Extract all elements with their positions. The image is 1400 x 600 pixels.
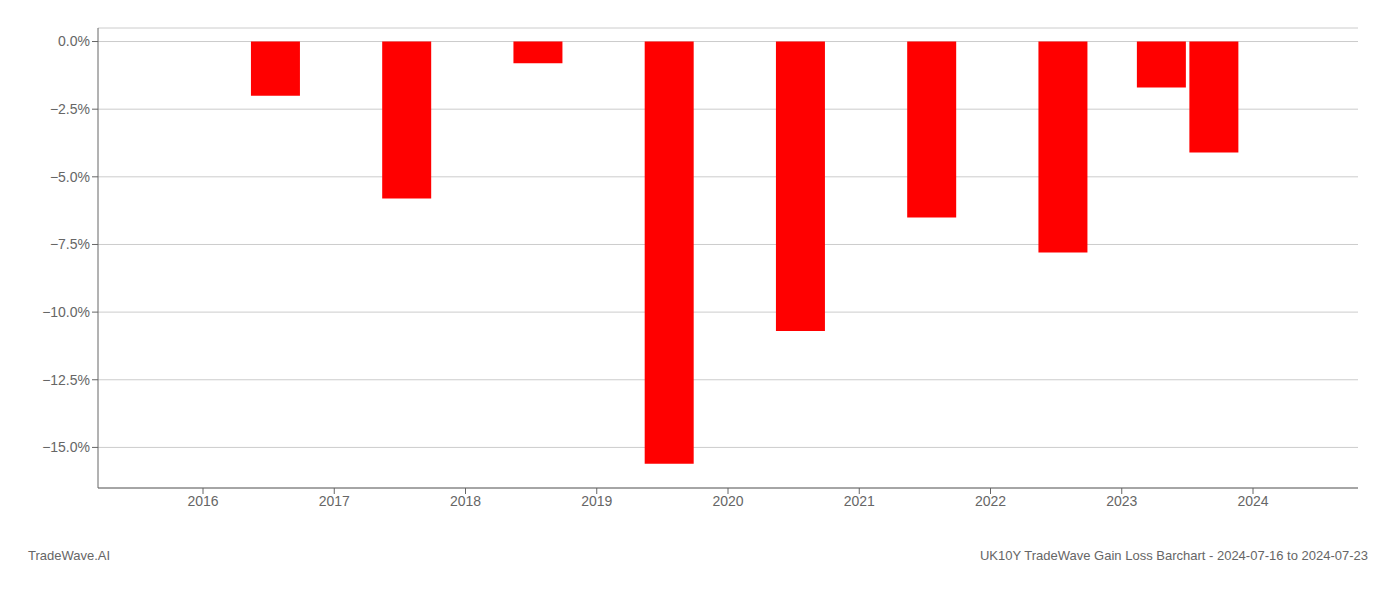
svg-text:2018: 2018 <box>450 493 481 509</box>
svg-text:2021: 2021 <box>844 493 875 509</box>
svg-text:2024: 2024 <box>1237 493 1268 509</box>
svg-text:2022: 2022 <box>975 493 1006 509</box>
svg-text:−5.0%: −5.0% <box>50 169 90 185</box>
html-text:UK10Y TradeWave Gain Loss Barc: UK10Y TradeWave Gain Loss Barchart - 202… <box>979 548 1368 563</box>
svg-text:2023: 2023 <box>1106 493 1137 509</box>
svg-text:0.0%: 0.0% <box>58 33 90 49</box>
svg-text:2020: 2020 <box>712 493 743 509</box>
svg-text:−15.0%: −15.0% <box>42 439 90 455</box>
html-text:TradeWave.AI: TradeWave.AI <box>28 548 111 563</box>
svg-text:2016: 2016 <box>187 493 218 509</box>
svg-text:−10.0%: −10.0% <box>42 304 90 320</box>
svg-text:2017: 2017 <box>319 493 350 509</box>
svg-text:−2.5%: −2.5% <box>50 101 90 117</box>
svg-text:2019: 2019 <box>581 493 612 509</box>
svg-text:−12.5%: −12.5% <box>42 372 90 388</box>
svg-text:−7.5%: −7.5% <box>50 236 90 252</box>
